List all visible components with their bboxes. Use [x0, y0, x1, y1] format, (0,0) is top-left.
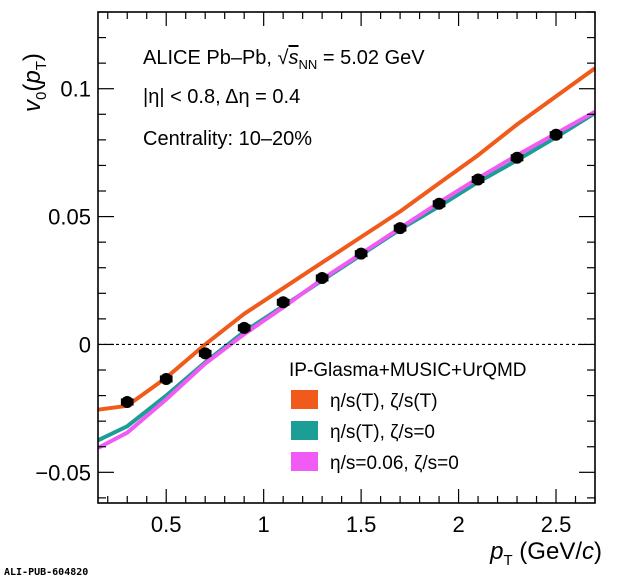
data-point — [199, 347, 212, 360]
legend: IP-Glasma+MUSIC+UrQMD η/s(T), ζ/s(T) η/s… — [289, 360, 527, 474]
annotation-collision-system: ALICE Pb–Pb, √sNN = 5.02 GeV — [143, 47, 425, 72]
model-curve-1 — [97, 66, 597, 412]
model-curves — [97, 66, 597, 450]
legend-title: IP-Glasma+MUSIC+UrQMD — [289, 360, 527, 381]
legend-swatch-magenta — [291, 452, 318, 471]
y-tick-label: 0.05 — [48, 205, 91, 230]
data-point — [238, 321, 251, 334]
data-point — [550, 128, 563, 141]
x-axis-label: pT (GeV/c) — [489, 538, 602, 569]
x-tick-label: 0.5 — [151, 512, 182, 537]
legend-label-1: η/s(T), ζ/s(T) — [330, 391, 438, 412]
y-tick-label: 0.1 — [60, 77, 91, 102]
annotation-centrality: Centrality: 10–20% — [143, 128, 312, 150]
data-point — [511, 151, 524, 164]
data-point — [160, 372, 173, 385]
data-point — [433, 197, 446, 210]
legend-swatch-teal — [291, 421, 318, 440]
y-axis-label: v0(pT) — [19, 53, 50, 112]
annotation-eta-cut: |η| < 0.8, Δη = 0.4 — [143, 86, 300, 108]
legend-label-2: η/s(T), ζ/s=0 — [330, 422, 435, 443]
x-tick-label: 2 — [452, 512, 464, 537]
x-tick-label: 2.5 — [541, 512, 572, 537]
legend-swatch-orange — [291, 390, 318, 409]
legend-label-3: η/s=0.06, ζ/s=0 — [330, 453, 459, 474]
data-point — [121, 395, 134, 408]
data-point — [355, 247, 368, 260]
data-points — [120, 128, 563, 408]
data-point — [394, 222, 407, 235]
data-point — [277, 296, 290, 309]
data-point — [472, 173, 485, 186]
model-curve-3 — [97, 109, 596, 450]
y-tick-label: −0.05 — [35, 460, 91, 485]
x-tick-label: 1.5 — [346, 512, 377, 537]
plot-frame — [97, 11, 596, 504]
publication-id: ALI-PUB-604820 — [4, 567, 89, 578]
y-tick-label: 0 — [79, 332, 91, 357]
data-point — [316, 271, 329, 284]
x-tick-label: 1 — [258, 512, 270, 537]
axis-ticks: 0.5 1 1.5 2 2.5 −0.05 0 0.05 0.1 — [35, 11, 596, 537]
